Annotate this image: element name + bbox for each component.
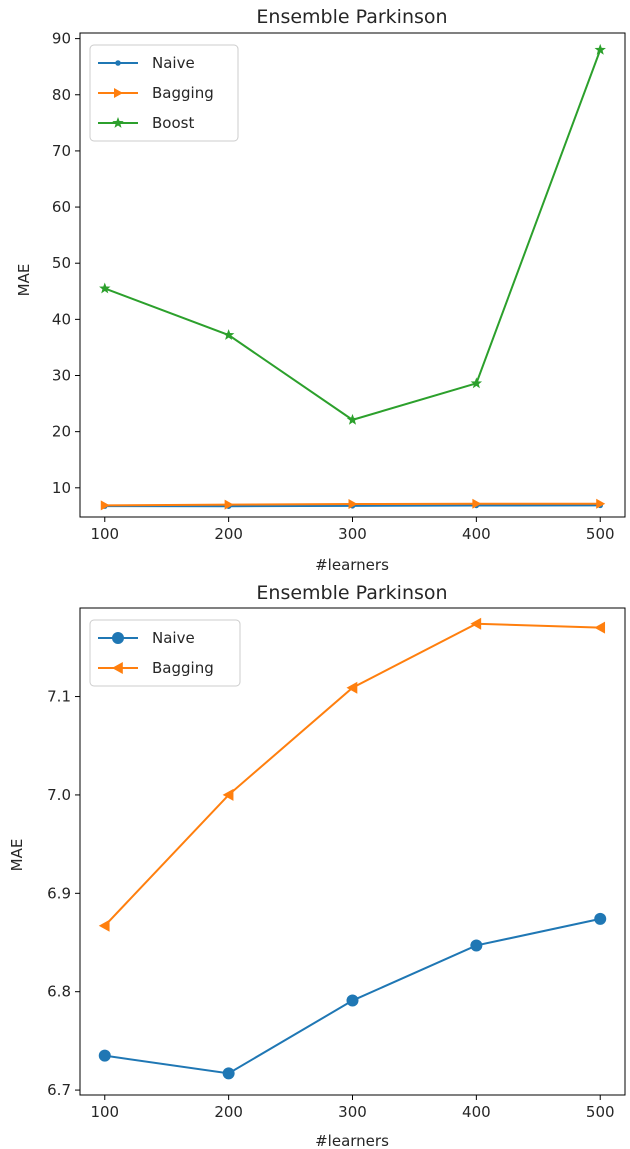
chart-2-x-axis-label: #learners [315, 1132, 389, 1149]
chart-1-x-tick-label: 100 [90, 525, 119, 543]
chart-1: Ensemble Parkinson 100 200 300 400 500 10 20 30… [15, 6, 626, 574]
chart-2: Ensemble Parkinson 100 200 300 400 500 6.7 6.8… [8, 582, 626, 1149]
chart-2-series-naive-point [98, 1049, 111, 1062]
chart-2-y-tick-label: 7.1 [47, 688, 71, 706]
chart-2-series-bagging-point [470, 617, 482, 630]
chart-2-legend-bagging-marker [112, 662, 123, 674]
chart-1-x-tick-label: 300 [338, 525, 367, 543]
chart-1-x-axis-label: #learners [315, 556, 389, 574]
chart-2-series-bagging-point [98, 919, 110, 932]
chart-1-legend-boost-marker [112, 117, 124, 128]
chart-1-legend-bagging-marker [114, 88, 123, 98]
chart-1-y-tick-label: 80 [52, 86, 71, 104]
chart-1-y-tick-label: 90 [52, 30, 71, 48]
chart-1-legend-naive-label: Naive [152, 54, 195, 72]
chart-2-y-tick-label: 6.8 [47, 983, 71, 1001]
chart-1-legend-box [89, 44, 239, 142]
chart-2-series-naive-point [470, 939, 483, 952]
chart-2-title: Ensemble Parkinson [256, 582, 447, 604]
chart-2-x-tick-label: 400 [462, 1103, 491, 1121]
chart-2-series-bagging-point [222, 788, 234, 801]
chart-1-series-boost-point [222, 329, 235, 340]
chart-2-series-naive-point [222, 1067, 235, 1080]
chart-1-legend: Naive Bagging Boost [89, 44, 239, 142]
chart-1-y-axis-label: MAE [15, 264, 33, 297]
chart-1-y-tick-label: 10 [52, 479, 71, 497]
chart-2-x-tick-label: 300 [338, 1103, 367, 1121]
chart-2-y-tick-label: 7.0 [47, 786, 71, 804]
chart-1-series-bagging-point [348, 499, 358, 510]
chart-2-x-tick-label: 500 [586, 1103, 615, 1121]
chart-1-y-tick-label: 30 [52, 367, 71, 385]
chart-2-y-tick-label: 6.9 [47, 884, 71, 902]
chart-2-plot-area: 100 200 300 400 500 6.7 6.8 6.9 7.0 7.1 [47, 607, 626, 1121]
chart-2-x-tick-label: 100 [90, 1103, 119, 1121]
chart-1-legend-boost-label: Boost [152, 114, 194, 132]
chart-2-legend-box [89, 619, 241, 687]
chart-1-y-tick-label: 60 [52, 198, 71, 216]
chart-1-series-boost-point [470, 377, 483, 389]
chart-1-legend-naive-marker [115, 60, 121, 66]
chart-2-y-axis-label: MAE [8, 839, 26, 872]
chart-1-title: Ensemble Parkinson [256, 6, 447, 28]
chart-1-y-tick-label: 20 [52, 423, 71, 441]
chart-2-series-naive-point [346, 994, 359, 1007]
chart-1-series-bagging-point [596, 498, 606, 509]
chart-1-x-tick-label: 500 [586, 525, 615, 543]
chart-2-legend-naive-marker [112, 632, 124, 644]
chart-2-series-bagging-point [594, 621, 606, 634]
chart-1-y-tick-label: 50 [52, 254, 71, 272]
chart-2-series-bagging-point [346, 681, 358, 694]
chart-1-series-boost-point [99, 282, 111, 294]
chart-2-legend-bagging-label: Bagging [152, 659, 214, 677]
chart-1-series-bagging-point [224, 499, 234, 510]
chart-2-y-tick-label: 6.7 [47, 1081, 71, 1099]
chart-1-y-tick-label: 70 [52, 142, 71, 160]
chart-1-series-bagging-point [100, 500, 110, 511]
chart-1-legend-bagging-label: Bagging [152, 84, 214, 102]
chart-2-x-tick-label: 200 [214, 1103, 243, 1121]
chart-1-x-tick-label: 200 [214, 525, 243, 543]
chart-1-series-boost-point [346, 413, 359, 425]
chart-2-series-naive-point [594, 912, 607, 925]
chart-1-plot-area: 100 200 300 400 500 10 20 30 40 50 60 70 80 90 [52, 30, 626, 543]
chart-1-series-boost-point [594, 43, 606, 55]
chart-1-y-tick-label: 40 [52, 310, 71, 328]
chart-2-legend-naive-label: Naive [152, 629, 195, 647]
chart-1-series-bagging-point [472, 498, 482, 509]
chart-1-x-tick-label: 400 [462, 525, 491, 543]
chart-2-legend: Naive Bagging [89, 619, 241, 687]
